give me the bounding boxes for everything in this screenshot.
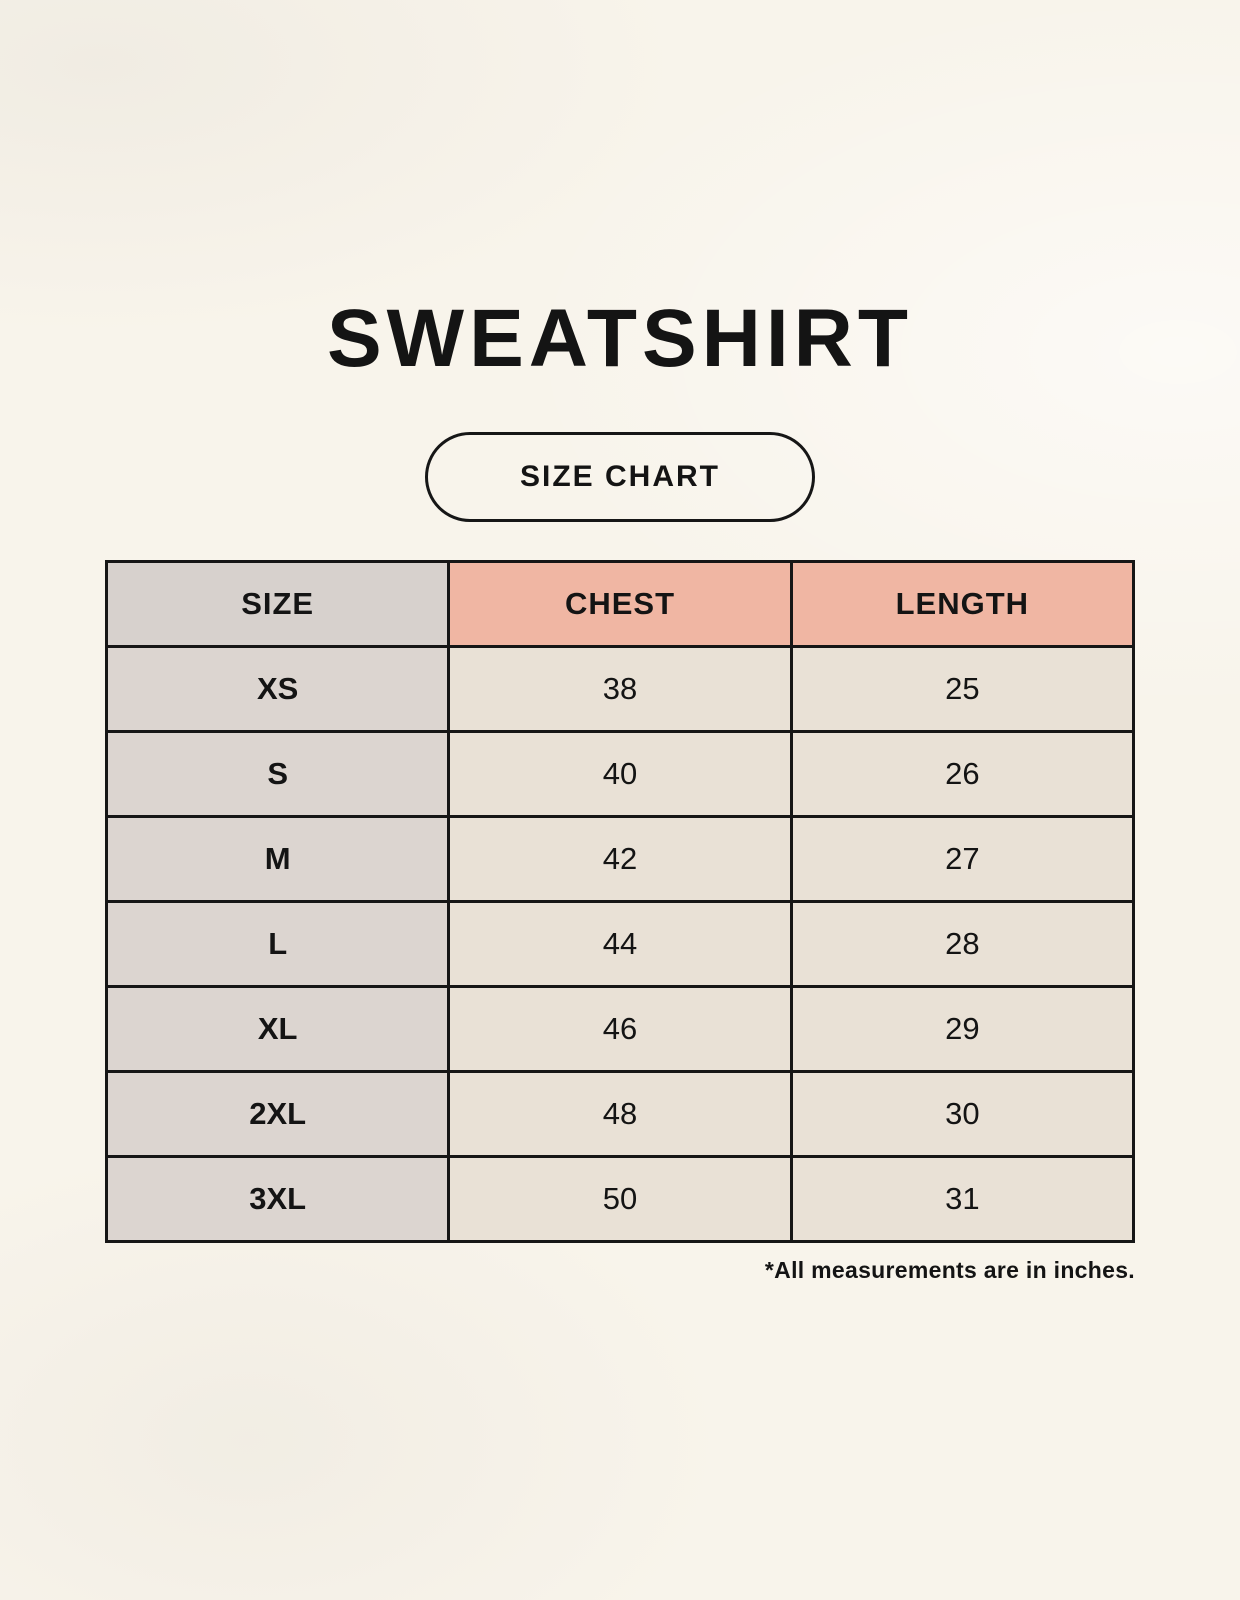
size-label: S xyxy=(104,730,451,818)
column-header-size: SIZE xyxy=(104,560,451,648)
size-label: XL xyxy=(104,985,451,1073)
size-label: L xyxy=(104,900,451,988)
length-value: 28 xyxy=(789,900,1136,988)
size-chart-badge: SIZE CHART xyxy=(425,432,815,522)
chest-value: 44 xyxy=(447,900,793,988)
chest-value: 40 xyxy=(447,730,793,818)
size-label: M xyxy=(104,815,451,903)
table-row-3xl: 3XL 50 31 xyxy=(104,1155,1136,1243)
size-chart-table: SIZE CHEST LENGTH XS 38 25 S 40 26 M 42 … xyxy=(104,560,1136,1243)
table-row-2xl: 2XL 48 30 xyxy=(104,1070,1136,1158)
chest-value: 38 xyxy=(447,645,793,733)
page-title: SWEATSHIRT xyxy=(326,293,913,384)
chest-value: 50 xyxy=(447,1155,793,1243)
table-row-xs: XS 38 25 xyxy=(104,645,1136,733)
header-row: SIZE CHEST LENGTH xyxy=(104,560,1136,648)
size-chart-badge-label: SIZE CHART xyxy=(520,460,720,493)
size-label: 3XL xyxy=(104,1155,451,1243)
length-value: 31 xyxy=(789,1155,1136,1243)
chest-value: 48 xyxy=(447,1070,793,1158)
table-row-m: M 42 27 xyxy=(104,815,1136,903)
column-header-chest: CHEST xyxy=(447,560,793,648)
table-row-l: L 44 28 xyxy=(104,900,1136,988)
length-value: 25 xyxy=(789,645,1136,733)
size-label: 2XL xyxy=(104,1070,451,1158)
size-label: XS xyxy=(104,645,451,733)
chest-value: 42 xyxy=(447,815,793,903)
length-value: 27 xyxy=(789,815,1136,903)
measurements-footnote: *All measurements are in inches. xyxy=(764,1257,1135,1283)
table-row-xl: XL 46 29 xyxy=(104,985,1136,1073)
length-value: 26 xyxy=(789,730,1136,818)
length-value: 30 xyxy=(789,1070,1136,1158)
chest-value: 46 xyxy=(447,985,793,1073)
column-header-length: LENGTH xyxy=(789,560,1136,648)
length-value: 29 xyxy=(789,985,1136,1073)
table-row-s: S 40 26 xyxy=(104,730,1136,818)
